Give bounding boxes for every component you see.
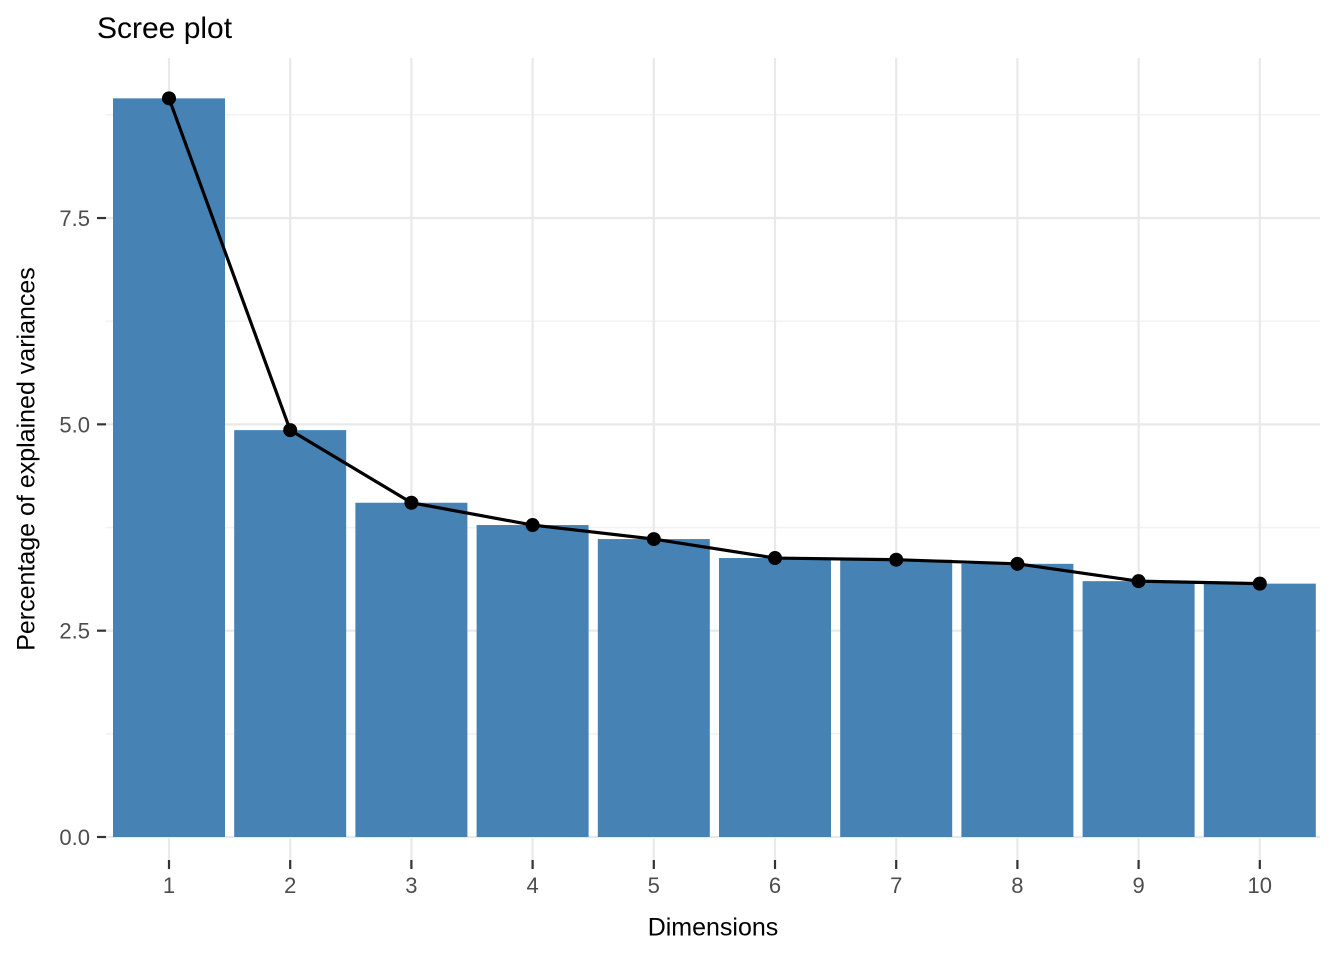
line-point-dim-3 [404,495,419,510]
x-tick-label-1: 1 [163,873,175,898]
bar-dim-5 [597,539,710,837]
bar-dim-2 [234,430,347,837]
bar-dim-8 [961,563,1074,837]
line-point-dim-9 [1131,574,1146,589]
chart-title: Scree plot [97,12,233,45]
x-tick-label-3: 3 [405,873,417,898]
y-tick-label-5.0: 5.0 [59,412,90,437]
x-tick-label-2: 2 [284,873,296,898]
x-tick-label-6: 6 [769,873,781,898]
bar-dim-4 [476,525,589,837]
line-point-dim-7 [889,552,904,567]
y-tick-label-7.5: 7.5 [59,206,90,231]
bar-dim-3 [355,502,468,837]
x-tick-label-8: 8 [1011,873,1023,898]
x-tick-label-10: 10 [1248,873,1272,898]
line-point-dim-2 [283,423,298,438]
line-point-dim-5 [646,532,661,547]
line-point-dim-1 [162,91,176,106]
x-tick-label-5: 5 [648,873,660,898]
bar-dim-1 [113,98,225,837]
y-tick-label-2.5: 2.5 [59,619,90,644]
x-tick-label-9: 9 [1132,873,1144,898]
bar-dim-7 [840,559,953,837]
line-point-dim-4 [525,518,540,533]
bar-dim-6 [719,558,831,837]
scree-line [167,97,1260,586]
x-axis-title: Dimensions [647,913,779,942]
line-point-dim-8 [1010,556,1025,571]
x-tick-label-4: 4 [526,873,538,898]
line-point-dim-6 [768,551,782,566]
y-axis-title: Percentage of explained variances [12,267,41,651]
line-point-dim-10 [1252,576,1267,591]
y-tick-label-0.0: 0.0 [59,825,90,850]
x-tick-label-7: 7 [890,873,902,898]
bar-dim-10 [1203,583,1316,837]
bar-dim-9 [1082,581,1195,837]
